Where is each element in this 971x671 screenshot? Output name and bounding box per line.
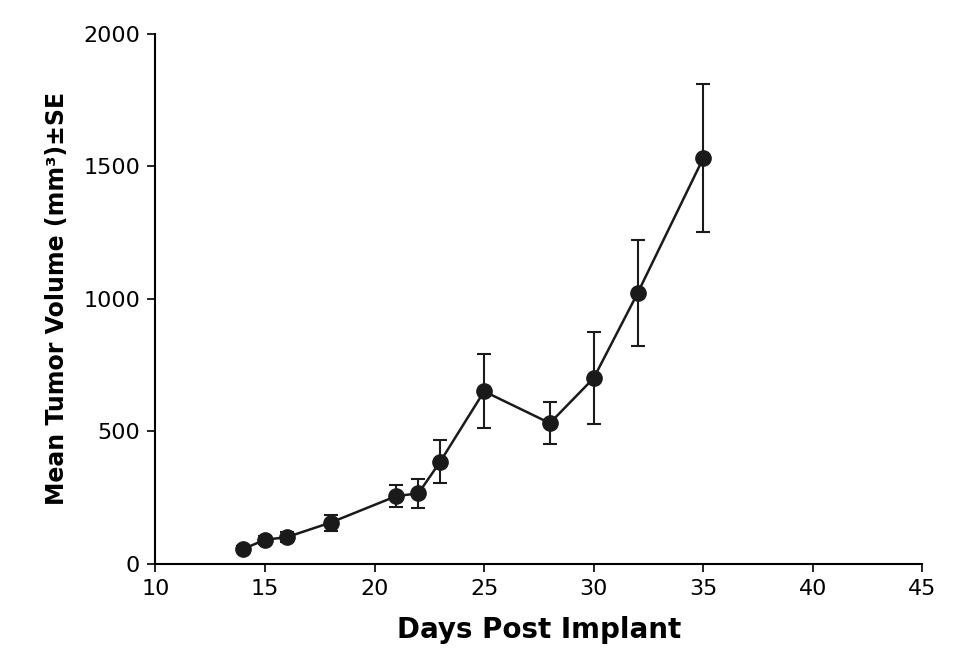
X-axis label: Days Post Implant: Days Post Implant	[397, 615, 681, 643]
Y-axis label: Mean Tumor Volume (mm³)±SE: Mean Tumor Volume (mm³)±SE	[46, 92, 69, 505]
